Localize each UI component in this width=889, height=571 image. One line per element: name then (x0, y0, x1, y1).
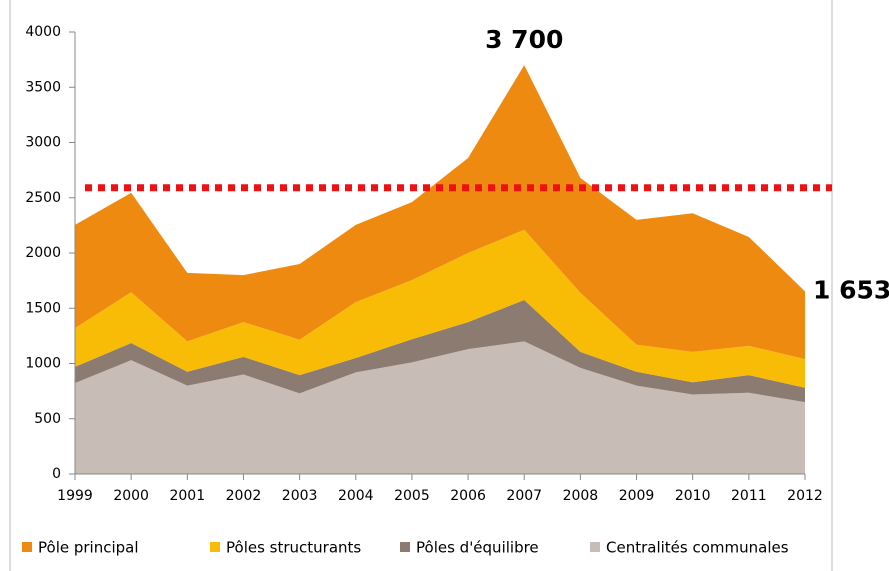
y-tick-label: 500 (34, 411, 61, 427)
legend-label: Pôles d'équilibre (416, 539, 539, 557)
y-tick-label: 2000 (25, 245, 61, 261)
chart-frame (9, 0, 833, 571)
legend-label: Centralités communales (606, 539, 789, 557)
area (75, 299, 805, 403)
y-tick-label: 4000 (25, 24, 61, 40)
y-tick-label: 3000 (25, 135, 61, 151)
annotation: 3 700 (485, 25, 563, 54)
x-tick-label: 2008 (563, 488, 599, 504)
x-tick-label: 2009 (619, 488, 655, 504)
x-tick-label: 1999 (57, 488, 93, 504)
x-tick-label: 2005 (394, 488, 430, 504)
x-tick-label: 2003 (282, 488, 318, 504)
y-tick-label: 0 (52, 466, 61, 482)
area (75, 341, 805, 474)
x-tick-label: 2007 (506, 488, 542, 504)
legend-label: Pôle principal (38, 539, 139, 557)
y-tick-label: 3500 (25, 79, 61, 95)
legend-swatch (590, 542, 600, 552)
area (75, 229, 805, 388)
legend-swatch (210, 542, 220, 552)
area (75, 65, 805, 360)
x-tick-label: 2002 (226, 488, 262, 504)
y-tick-label: 1500 (25, 300, 61, 316)
x-tick-label: 2011 (731, 488, 767, 504)
x-tick-label: 2010 (675, 488, 711, 504)
x-tick-label: 2012 (787, 488, 823, 504)
x-tick-label: 2000 (113, 488, 149, 504)
legend-label: Pôles structurants (226, 539, 361, 557)
x-tick-label: 2006 (450, 488, 486, 504)
x-tick-label: 2001 (169, 488, 205, 504)
legend-swatch (400, 542, 410, 552)
x-tick-label: 2004 (338, 488, 374, 504)
legend-swatch (22, 542, 32, 552)
y-tick-label: 1000 (25, 356, 61, 372)
y-tick-label: 2500 (25, 190, 61, 206)
annotation: 1 653 (813, 275, 889, 304)
